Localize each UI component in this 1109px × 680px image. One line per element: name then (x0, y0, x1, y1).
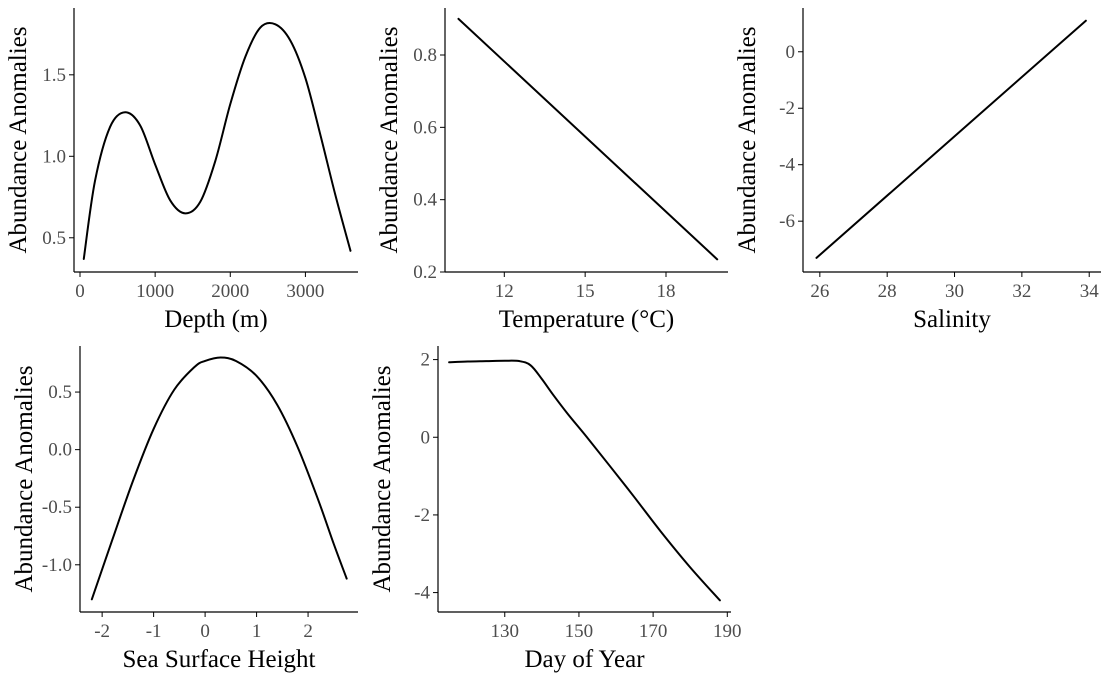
y-axis-title: Abundance Anomalies (376, 26, 403, 253)
y-tick-label: 0.0 (48, 440, 72, 461)
x-tick-label: -2 (94, 621, 110, 642)
x-tick-label: 170 (639, 621, 668, 642)
y-tick-label: 0 (786, 42, 796, 63)
y-tick-label: -4 (779, 155, 795, 176)
y-axis-title: Abundance Anomalies (369, 365, 396, 592)
y-tick-label: -2 (779, 98, 795, 119)
x-tick-label: 1 (252, 621, 262, 642)
x-tick-label: 26 (810, 281, 829, 302)
y-tick-label: 0.6 (413, 117, 437, 138)
x-tick-label: 3000 (286, 281, 324, 302)
series-line (90, 356, 348, 601)
y-tick-label: 2 (421, 350, 431, 371)
x-tick-label: 190 (713, 621, 742, 642)
x-tick-label: 12 (495, 281, 514, 302)
x-axis-title: Salinity (913, 306, 991, 333)
y-tick-label: 0 (421, 427, 431, 448)
y-axis-title: Abundance Anomalies (734, 26, 761, 253)
x-tick-label: 2000 (211, 281, 249, 302)
x-axis-title: Depth (m) (164, 306, 267, 333)
y-tick-label: 0.4 (413, 190, 437, 211)
y-tick-label: -0.5 (42, 497, 72, 518)
y-tick-label: -6 (779, 211, 795, 232)
y-tick-label: -2 (414, 505, 430, 526)
x-tick-label: 0 (75, 281, 85, 302)
x-axis-title: Sea Surface Height (123, 646, 316, 673)
chart-panel-2: 12 15 18 0.2 0.4 0.6 0.8 Temperature (°C) Abunda… (376, 8, 728, 333)
series-line (815, 19, 1087, 259)
y-tick-label: 0.5 (48, 382, 72, 403)
x-axis-title: Day of Year (524, 646, 645, 673)
x-tick-label: -1 (146, 621, 162, 642)
series-line (82, 21, 352, 260)
x-tick-label: 0 (200, 621, 210, 642)
y-tick-label: -4 (414, 583, 430, 604)
y-axis-title: Abundance Anomalies (11, 365, 38, 592)
x-tick-label: 18 (657, 281, 676, 302)
series-line (448, 359, 721, 602)
x-tick-label: 1000 (136, 281, 174, 302)
y-axis-title: Abundance Anomalies (5, 26, 32, 253)
x-axis-title: Temperature (°C) (499, 306, 675, 333)
chart-panel-4: -2 -1 0 1 2 -1.0 -0.5 0.0 0.5 Sea Surface Height A… (11, 346, 358, 673)
x-tick-label: 2 (303, 621, 313, 642)
y-tick-label: 0.8 (413, 45, 437, 66)
x-tick-label: 130 (491, 621, 520, 642)
y-tick-label: 1.0 (42, 146, 66, 167)
chart-panel-1: 0 1000 2000 3000 0.5 1.0 1.5 Depth (m) Abundance… (5, 8, 358, 333)
x-tick-label: 34 (1080, 281, 1100, 302)
x-tick-label: 150 (565, 621, 594, 642)
y-tick-label: 1.5 (42, 65, 66, 86)
chart-panel-5: 130 150 170 190 -4 -2 0 2 Day of Year Abundance A… (369, 346, 742, 673)
y-tick-label: -1.0 (42, 555, 72, 576)
y-tick-label: 0.2 (413, 262, 437, 283)
x-tick-label: 28 (878, 281, 897, 302)
x-tick-label: 15 (576, 281, 595, 302)
x-tick-label: 32 (1012, 281, 1031, 302)
chart-panel-3: 26 28 30 32 34 -6 -4 -2 0 Salinity Abundance Anoma… (734, 8, 1101, 333)
y-tick-label: 0.5 (42, 228, 66, 249)
series-line (457, 17, 719, 261)
x-tick-label: 30 (945, 281, 964, 302)
